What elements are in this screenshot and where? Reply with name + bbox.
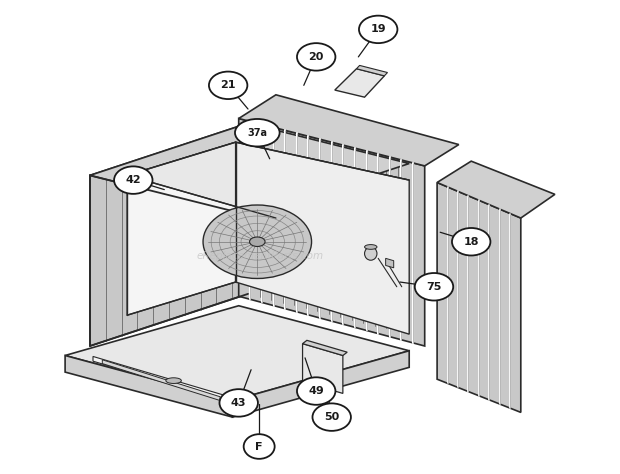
Polygon shape <box>90 123 248 346</box>
Ellipse shape <box>297 377 335 405</box>
Ellipse shape <box>415 273 453 301</box>
Polygon shape <box>232 351 409 417</box>
Polygon shape <box>437 182 521 412</box>
Ellipse shape <box>312 403 351 431</box>
Text: 21: 21 <box>221 80 236 91</box>
Text: 20: 20 <box>309 52 324 62</box>
Text: 43: 43 <box>231 398 247 408</box>
Polygon shape <box>65 356 232 417</box>
Ellipse shape <box>209 72 247 99</box>
Text: 19: 19 <box>370 24 386 35</box>
Ellipse shape <box>297 43 335 71</box>
Ellipse shape <box>219 389 258 417</box>
Ellipse shape <box>235 119 280 146</box>
Polygon shape <box>248 123 409 334</box>
Polygon shape <box>127 142 409 218</box>
Text: 18: 18 <box>463 237 479 247</box>
Polygon shape <box>102 360 220 401</box>
Ellipse shape <box>244 434 275 459</box>
Polygon shape <box>93 356 229 401</box>
Polygon shape <box>236 142 409 334</box>
Polygon shape <box>303 344 343 393</box>
Ellipse shape <box>359 16 397 43</box>
Ellipse shape <box>114 166 153 194</box>
Polygon shape <box>90 123 409 216</box>
Polygon shape <box>437 161 555 218</box>
Text: F: F <box>255 441 263 452</box>
Polygon shape <box>239 118 425 346</box>
Text: eReplacementParts.com: eReplacementParts.com <box>197 251 324 261</box>
Ellipse shape <box>452 228 490 255</box>
Polygon shape <box>239 95 459 166</box>
Text: 37a: 37a <box>247 128 267 138</box>
Polygon shape <box>386 258 394 268</box>
Ellipse shape <box>203 205 312 279</box>
Polygon shape <box>335 69 384 97</box>
Text: 49: 49 <box>308 386 324 396</box>
Polygon shape <box>303 340 347 356</box>
Polygon shape <box>127 142 236 315</box>
Polygon shape <box>356 65 388 76</box>
Text: 75: 75 <box>427 282 441 292</box>
Ellipse shape <box>365 247 377 260</box>
Text: 42: 42 <box>125 175 141 185</box>
Polygon shape <box>65 306 409 401</box>
Text: 50: 50 <box>324 412 339 422</box>
Ellipse shape <box>166 378 182 383</box>
Ellipse shape <box>249 237 265 246</box>
Ellipse shape <box>365 245 377 249</box>
